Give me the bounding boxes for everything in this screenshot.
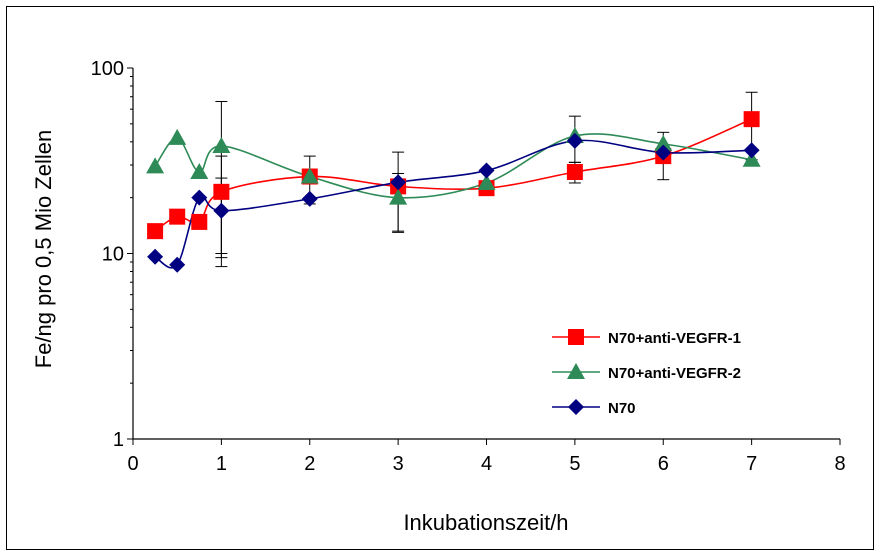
series-2-point (168, 128, 187, 145)
series-2-point (190, 163, 209, 180)
x-tick-label: 5 (569, 453, 580, 475)
legend: N70+anti-VEGFR-1 N70+anti-VEGFR-2 N70 (552, 329, 741, 417)
legend-label-3: N70 (608, 400, 636, 417)
series-3-point (478, 162, 495, 179)
legend-marker-3 (568, 399, 584, 415)
series-1-point (169, 208, 186, 225)
series-2-point (742, 150, 761, 167)
x-tick-label: 4 (481, 453, 492, 475)
x-tick-label: 1 (216, 453, 227, 475)
legend-label-1: N70+anti-VEGFR-1 (608, 330, 741, 347)
series-1-point (213, 183, 230, 200)
series-1-point (147, 223, 164, 240)
y-axis-label: Fe/ng pro 0,5 Mio Zellen (31, 130, 56, 368)
y-tick-label: 1 (113, 429, 124, 451)
series-line-2 (154, 133, 752, 199)
series-1-point (566, 164, 583, 181)
series-2-point (654, 134, 673, 151)
y-tick-label: 10 (102, 244, 124, 266)
series-2-point (146, 157, 165, 174)
series-3-point (191, 189, 208, 206)
y-tick-label: 100 (91, 58, 124, 80)
series-3-point (169, 256, 186, 273)
x-tick-label: 7 (746, 453, 757, 475)
series-2-point (300, 167, 319, 184)
series-3-point (566, 132, 583, 149)
series-3-point (655, 144, 672, 161)
x-tick-label: 2 (304, 453, 315, 475)
x-tick-label: 6 (658, 453, 669, 475)
x-tick-label: 0 (127, 453, 138, 475)
series-layer (146, 91, 761, 273)
x-axis-label: Inkubationszeit/h (403, 510, 568, 535)
series-1-point (743, 111, 760, 128)
legend-label-2: N70+anti-VEGFR-2 (608, 365, 741, 382)
legend-marker-1 (568, 329, 584, 345)
series-3-point (147, 248, 164, 265)
series-line-1 (154, 118, 752, 232)
legend-marker-2 (567, 363, 585, 379)
series-3-point (390, 174, 407, 191)
series-2-point (389, 188, 408, 205)
series-3-point (301, 190, 318, 207)
series-1-point (191, 213, 208, 230)
x-tick-label: 8 (834, 453, 845, 475)
chart-frame: 0 1 2 3 4 5 6 7 8 1 10 100 Fe/ng pro 0,5 Mio Zellen… (6, 6, 874, 550)
series-2-point (477, 173, 496, 190)
x-tick-label: 3 (393, 453, 404, 475)
series-3-point (213, 202, 230, 219)
series-2-point (212, 136, 231, 153)
series-3-point (743, 142, 760, 159)
